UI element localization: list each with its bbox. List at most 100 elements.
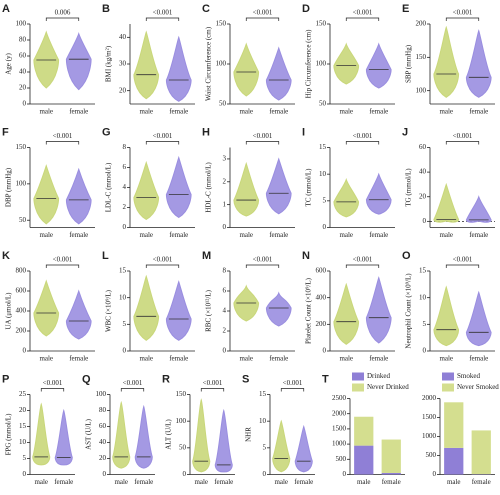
- y-tick-label: 0: [423, 347, 427, 355]
- y-axis-label: UA (μmol/L): [5, 292, 13, 330]
- legend-swatch: [442, 372, 454, 381]
- y-axis-label: RBC (×10¹²/L): [205, 289, 213, 331]
- y-tick-label: 2: [223, 327, 227, 335]
- x-tick-label: male: [339, 231, 353, 239]
- x-tick-label: male: [194, 478, 208, 486]
- y-tick-label: 5: [323, 196, 327, 204]
- y-tick-label: 15: [119, 267, 127, 275]
- y-tick-label: 40: [19, 68, 27, 76]
- swarm: [112, 400, 131, 469]
- legend-label: Smoked: [457, 372, 480, 380]
- y-tick-label: 0: [263, 470, 267, 478]
- y-tick-label: 8: [123, 143, 127, 151]
- y-tick-label: 2000: [332, 409, 347, 417]
- y-tick-label: 10: [419, 293, 427, 301]
- x-tick-label: male: [339, 108, 353, 116]
- y-tick-label: 500: [426, 451, 437, 459]
- x-tick-label: male: [39, 355, 53, 363]
- x-tick-label: female: [294, 478, 313, 486]
- swarm: [133, 274, 160, 341]
- swarm: [294, 424, 313, 473]
- swarm: [265, 291, 292, 327]
- bar-segment: [381, 439, 401, 473]
- y-tick-label: 8: [223, 267, 227, 275]
- significance-bracket: [45, 264, 80, 268]
- y-tick-label: 60: [419, 143, 427, 151]
- swarm: [265, 46, 292, 101]
- y-axis-label: Waist Circumference (cm): [205, 26, 213, 101]
- y-tick-label: 15: [319, 143, 327, 151]
- panel-label: C: [202, 3, 210, 15]
- significance-bracket: [200, 388, 225, 392]
- swarm: [65, 32, 92, 91]
- legend-label: Drinked: [367, 372, 390, 380]
- y-tick-label: 200: [316, 320, 327, 328]
- significance-bracket: [445, 17, 480, 21]
- y-tick-label: 0: [223, 223, 227, 231]
- panel-label: F: [2, 126, 9, 138]
- bar-segment: [381, 472, 401, 475]
- legend-swatch: [442, 383, 454, 392]
- swarm: [333, 42, 360, 85]
- y-tick-label: 0: [223, 347, 227, 355]
- y-tick-label: 4: [223, 307, 227, 315]
- panel-label: D: [302, 3, 310, 15]
- swarm: [65, 167, 92, 225]
- x-tick-label: male: [139, 231, 153, 239]
- y-tick-label: 20: [99, 454, 107, 462]
- x-tick-label: female: [369, 355, 388, 363]
- significance-bracket: [120, 388, 145, 392]
- x-tick-label: female: [472, 478, 491, 486]
- y-tick-label: 3: [223, 155, 227, 163]
- y-tick-label: 40: [99, 438, 107, 446]
- y-tick-label: 150: [176, 390, 187, 398]
- y-tick-label: 0: [423, 217, 427, 225]
- x-tick-label: male: [447, 478, 461, 486]
- swarm: [32, 402, 51, 466]
- panel-label: E: [402, 3, 409, 15]
- y-tick-label: 15: [259, 390, 267, 398]
- x-tick-label: female: [369, 108, 388, 116]
- bar-segment: [471, 430, 491, 475]
- swarm: [365, 172, 392, 215]
- bar-segment: [354, 416, 374, 446]
- y-tick-label: 1000: [422, 432, 437, 440]
- swarm: [134, 404, 153, 469]
- p-value: <0.001: [453, 256, 473, 264]
- y-tick-label: 20: [419, 192, 427, 200]
- x-tick-label: male: [139, 108, 153, 116]
- swarm: [433, 285, 460, 347]
- y-tick-label: 100: [16, 20, 27, 28]
- p-value: <0.001: [253, 256, 273, 264]
- p-value: <0.001: [453, 9, 473, 17]
- y-axis-label: LDL-C (mmol/L): [105, 162, 113, 212]
- y-axis-label: TC (mmol/L): [305, 168, 313, 207]
- y-tick-label: 15: [419, 267, 427, 275]
- y-tick-label: 6: [223, 287, 227, 295]
- legend-label: Never Smoked: [457, 383, 499, 391]
- x-tick-label: female: [69, 231, 88, 239]
- panel-label: T: [322, 373, 329, 385]
- x-tick-label: male: [439, 231, 453, 239]
- y-tick-label: 100: [16, 179, 27, 187]
- y-axis-label: NHR: [245, 427, 253, 442]
- y-tick-label: 1000: [332, 440, 347, 448]
- swarm: [365, 42, 392, 89]
- y-tick-label: 500: [336, 455, 347, 463]
- y-tick-label: 100: [416, 86, 427, 94]
- swarm: [465, 29, 492, 98]
- x-tick-label: male: [34, 478, 48, 486]
- x-tick-label: male: [357, 478, 371, 486]
- panel-label: J: [402, 126, 408, 138]
- y-tick-label: 0: [23, 347, 27, 355]
- swarm: [165, 155, 192, 219]
- y-tick-label: 10: [119, 293, 127, 301]
- swarm: [165, 35, 192, 102]
- y-tick-label: 0: [183, 470, 187, 478]
- y-tick-label: 1500: [332, 425, 347, 433]
- y-tick-label: 400: [16, 307, 27, 315]
- y-axis-label: BMI (kg/m²): [105, 45, 113, 82]
- x-tick-label: female: [469, 108, 488, 116]
- y-axis-label: SBP (mmHg): [405, 44, 413, 83]
